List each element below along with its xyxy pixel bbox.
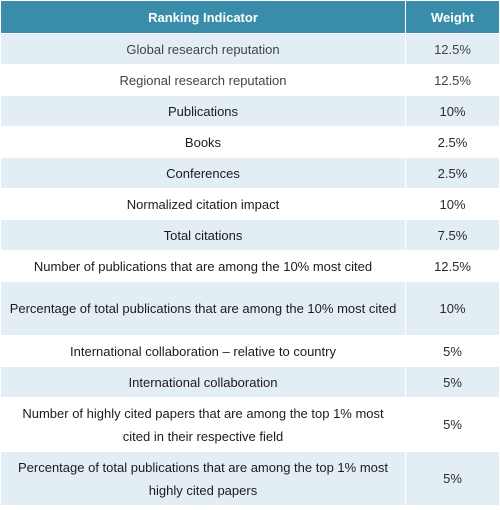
weight-cell: 5% [405,366,500,398]
table-row: International collaboration 5% [0,366,500,398]
table-row: Number of publications that are among th… [0,250,500,282]
weight-cell: 10% [405,95,500,127]
indicator-cell: Number of publications that are among th… [0,250,406,282]
weight-cell: 5% [405,397,500,452]
weight-cell: 5% [405,451,500,506]
indicator-cell: Regional research reputation [0,64,406,96]
header-ranking-indicator: Ranking Indicator [0,0,406,34]
weight-cell: 5% [405,335,500,367]
table-row: International collaboration – relative t… [0,335,500,367]
indicator-cell: Normalized citation impact [0,188,406,220]
table-header-row: Ranking Indicator Weight [0,0,500,34]
table-row: Global research reputation 12.5% [0,33,500,65]
indicator-cell: International collaboration – relative t… [0,335,406,367]
indicator-cell: Books [0,126,406,158]
weight-cell: 10% [405,281,500,336]
table-row: Percentage of total publications that ar… [0,281,500,336]
indicator-cell: International collaboration [0,366,406,398]
header-weight: Weight [405,0,500,34]
table-row: Percentage of total publications that ar… [0,451,500,506]
table-row: Publications 10% [0,95,500,127]
table-row: Conferences 2.5% [0,157,500,189]
indicator-cell: Conferences [0,157,406,189]
table-row: Total citations 7.5% [0,219,500,251]
indicator-cell: Global research reputation [0,33,406,65]
table-row: Regional research reputation 12.5% [0,64,500,96]
indicator-cell: Number of highly cited papers that are a… [0,397,406,452]
table-row: Normalized citation impact 10% [0,188,500,220]
indicator-cell: Total citations [0,219,406,251]
weight-cell: 12.5% [405,250,500,282]
table-row: Books 2.5% [0,126,500,158]
weight-cell: 7.5% [405,219,500,251]
weight-cell: 2.5% [405,157,500,189]
indicator-cell: Percentage of total publications that ar… [0,451,406,506]
weight-cell: 12.5% [405,33,500,65]
weight-cell: 10% [405,188,500,220]
weight-cell: 12.5% [405,64,500,96]
indicator-cell: Publications [0,95,406,127]
weight-cell: 2.5% [405,126,500,158]
table-row: Number of highly cited papers that are a… [0,397,500,452]
indicator-cell: Percentage of total publications that ar… [0,281,406,336]
